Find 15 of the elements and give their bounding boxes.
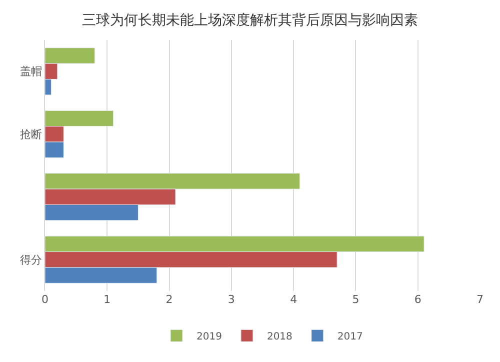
y-tick-label: 盖帽: [20, 65, 42, 78]
x-tick-label: 7: [476, 293, 484, 306]
legend-label: 2017: [337, 332, 363, 343]
x-tick-label: 2: [166, 293, 173, 306]
legend-label: 2019: [196, 332, 222, 343]
x-tick-label: 0: [42, 293, 48, 306]
legend-label: 2018: [266, 332, 292, 343]
x-tick-label: 1: [104, 293, 111, 306]
x-tick-label: 5: [352, 293, 360, 306]
x-tick-label: 6: [414, 293, 422, 306]
x-tick-label: 3: [228, 293, 235, 306]
y-tick-label: 抢断: [20, 128, 42, 141]
x-tick-label: 4: [290, 293, 298, 306]
y-tick-label: 得分: [20, 253, 42, 266]
chart-title: 三球为何长期未能上场深度解析其背后原因与影响因素: [82, 12, 418, 28]
